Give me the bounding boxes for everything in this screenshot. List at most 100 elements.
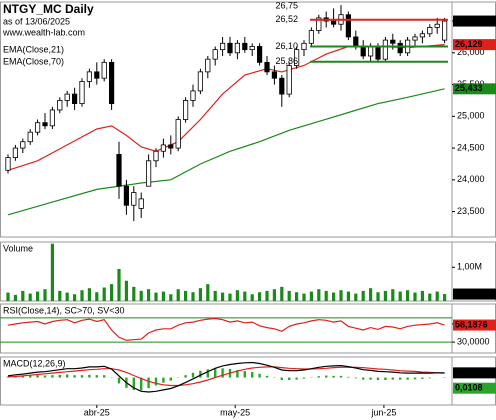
volume-bar [110,284,114,301]
candle-body [286,65,292,95]
candle-body [367,46,374,57]
volume-bar [65,292,69,301]
panel-title: MACD(12,26,9) [3,358,66,368]
level-label: 26,52 [275,14,298,24]
histogram-bar [243,371,246,378]
value-box-label: 206,700 [455,288,488,298]
candle-body [242,42,248,51]
volume-bar [413,292,417,301]
y-tick-label: 24,000 [457,174,485,184]
histogram-bar [280,377,283,380]
volume-bar [154,292,158,301]
y-tick-label: 25,000 [457,111,485,121]
histogram-bar [325,375,328,378]
candle-body [101,61,107,79]
volume-bar [28,293,32,301]
histogram-bar [206,369,209,378]
candle-body [64,93,70,101]
candle-body [86,71,92,82]
value-box-label: 0,1375 [455,367,483,377]
volume-bar [147,289,151,301]
volume-bar [428,293,432,301]
signal-line [7,366,445,387]
candle-body [175,119,181,149]
candle-body [197,71,203,92]
volume-bar [398,291,402,301]
histogram-bar [51,375,54,378]
candle-body [279,77,285,95]
histogram-bar [162,377,165,383]
legend-entry: EMA(Close,70) [3,56,64,66]
candle-body [234,42,240,54]
histogram-bar [95,375,98,378]
value-box-label: 26,500 [455,15,483,25]
y-tick-label: 23,500 [457,206,485,216]
candle-body [168,144,174,149]
histogram-bar [295,377,298,380]
value-box-label: 25,433 [455,83,483,93]
candle-body [27,131,33,143]
candle-body [109,61,115,105]
volume-bar [317,289,321,301]
panel-title: RSI(Close,14), SC>70, SV<30 [3,305,125,315]
volume-bar [361,290,365,301]
volume-bar [6,292,10,301]
volume-bar [176,289,180,301]
volume-bar [43,289,47,301]
volume-bar [87,288,91,301]
candle-body [145,160,152,187]
value-box-label: 58,1876 [455,319,488,329]
histogram-bar [191,372,195,378]
candle-body [35,122,41,133]
histogram-bar [199,370,202,378]
volume-bar [376,292,380,301]
value-box [453,382,496,394]
volume-bar [339,290,343,301]
volume-bar [206,284,210,301]
histogram-bar [258,373,261,378]
histogram-bar [317,376,320,378]
volume-bar [309,291,313,301]
panel-title: Volume [3,243,33,253]
histogram-bar [140,377,143,391]
candle-body [20,141,26,149]
candle-body [160,144,166,152]
volume-bar [102,287,106,301]
ema-line [7,44,445,171]
candle-body [427,27,433,35]
annotation: 26,75 [275,0,298,10]
volume-bar [235,290,239,301]
volume-bar [243,291,247,301]
volume-bar [280,286,284,301]
volume-bar [228,293,232,301]
histogram-bar [80,375,84,378]
histogram-bar [117,377,121,384]
histogram-bar [406,377,409,380]
candle-body [94,71,100,79]
histogram-bar [21,375,24,378]
ema-line [7,88,445,216]
volume-bar [184,290,188,301]
volume-bar [324,290,328,301]
volume-bar [95,292,99,301]
candle-body [375,46,381,60]
histogram-bar [265,375,269,378]
candle-body [227,42,233,54]
value-box [453,39,496,51]
x-tick-label: abr-25 [84,407,110,417]
value-box [453,83,496,95]
y-tick-label: 1,00M [457,262,482,272]
volume-bar [420,290,424,301]
candle-body [5,157,11,171]
volume-bar [58,290,62,301]
candle-body [256,46,263,63]
histogram-bar [154,377,158,386]
candle-body [131,192,137,206]
histogram-bar [354,377,357,379]
histogram-bar [302,377,306,379]
histogram-bar [147,377,150,389]
source: www.wealth-lab.com [2,27,85,37]
candle-body [219,42,226,51]
volume-bar [161,291,165,301]
candle-body [138,198,144,209]
